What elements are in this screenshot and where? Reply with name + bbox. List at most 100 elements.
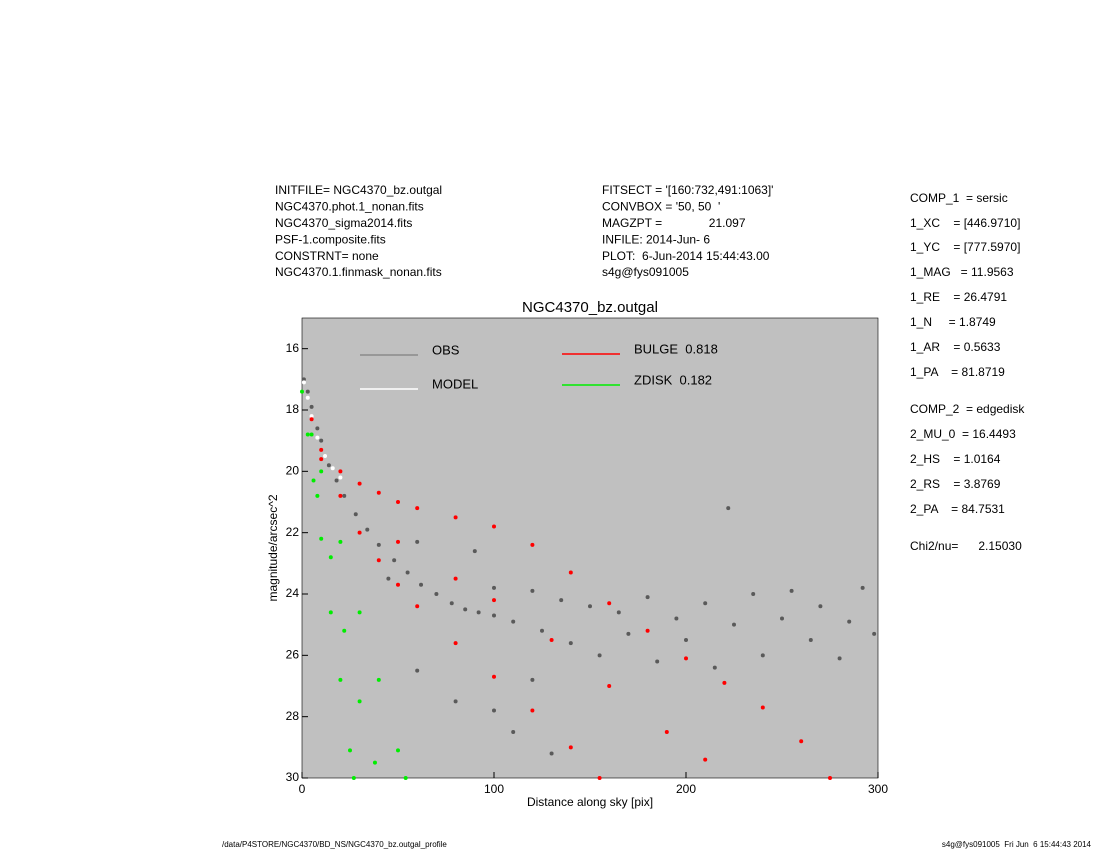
data-point — [338, 677, 343, 682]
x-tick-label: 100 — [484, 782, 504, 796]
header-left-line: INITFILE= NGC4370_bz.outgal — [275, 183, 442, 197]
data-point — [860, 585, 865, 590]
y-tick-label: 24 — [286, 586, 300, 600]
fit-parameter: 1_N = 1.8749 — [910, 315, 996, 329]
data-point — [415, 668, 420, 673]
y-tick-label: 28 — [286, 709, 300, 723]
footer-stamp: s4g@fys091005 Fri Jun 6 15:44:43 2014 — [942, 840, 1092, 849]
x-tick-label: 0 — [299, 782, 306, 796]
data-point — [396, 500, 400, 504]
header-middle-line: CONVBOX = '50, 50 ' — [602, 200, 720, 214]
data-point — [357, 530, 362, 535]
data-point — [837, 656, 842, 661]
data-point — [334, 478, 339, 483]
header-left-line: NGC4370.1.finmask_nonan.fits — [275, 265, 442, 279]
legend-label: ZDISK 0.182 — [634, 372, 712, 387]
data-point — [376, 558, 381, 563]
data-point — [372, 760, 377, 765]
data-point — [323, 454, 328, 458]
legend-label: BULGE 0.818 — [634, 341, 718, 356]
data-point — [415, 506, 420, 511]
data-point — [726, 506, 731, 511]
data-point — [597, 776, 602, 780]
legend-label: OBS — [432, 342, 460, 357]
header-middle-line: s4g@fys091005 — [602, 265, 689, 279]
data-point — [434, 592, 439, 596]
x-axis-label: Distance along sky [pix] — [527, 795, 653, 809]
data-point — [309, 414, 314, 419]
data-point — [664, 730, 669, 734]
data-point — [415, 604, 420, 609]
data-point — [511, 730, 516, 734]
fit-parameter: Chi2/nu= 2.15030 — [910, 539, 1022, 553]
data-point — [530, 708, 535, 713]
data-point — [872, 631, 877, 636]
data-point — [847, 619, 852, 624]
data-point — [453, 576, 458, 581]
header-middle-line: PLOT: 6-Jun-2014 15:44:43.00 — [602, 249, 770, 263]
data-point — [315, 426, 320, 431]
data-point — [712, 665, 717, 670]
data-point — [301, 380, 306, 385]
data-point — [472, 549, 477, 554]
data-point — [559, 598, 564, 603]
data-point — [348, 748, 352, 753]
data-point — [645, 628, 650, 633]
data-point — [607, 684, 612, 688]
data-point — [357, 610, 362, 615]
y-tick-label: 26 — [286, 648, 300, 662]
data-point — [338, 469, 343, 474]
data-point — [319, 536, 324, 541]
data-point — [365, 527, 370, 532]
data-point — [722, 680, 727, 685]
y-tick-label: 20 — [286, 464, 300, 478]
data-point — [453, 699, 458, 704]
data-point — [492, 585, 496, 590]
data-point — [492, 613, 496, 618]
data-point — [540, 628, 544, 633]
data-point — [626, 631, 631, 636]
header-left-line: CONSTRNT= none — [275, 249, 379, 263]
data-point — [492, 598, 496, 603]
data-point — [376, 677, 381, 682]
data-point — [338, 475, 343, 480]
data-point — [405, 570, 410, 575]
data-point — [449, 601, 454, 606]
data-point — [568, 570, 573, 575]
data-point — [760, 653, 765, 658]
data-point — [607, 601, 612, 606]
footer-path: /data/P4STORE/NGC4370/BD_NS/NGC4370_bz.o… — [222, 840, 447, 849]
data-point — [305, 432, 310, 437]
data-point — [330, 466, 335, 471]
data-point — [655, 659, 660, 664]
data-point — [342, 628, 347, 633]
data-point — [511, 619, 516, 624]
data-point — [376, 542, 381, 547]
x-tick-label: 300 — [868, 782, 888, 796]
data-point — [703, 601, 708, 606]
data-point — [309, 432, 314, 437]
data-point — [732, 622, 736, 627]
data-point — [305, 389, 310, 394]
data-point — [357, 699, 362, 704]
header-middle-line: MAGZPT = 21.097 — [602, 216, 746, 230]
data-point — [319, 457, 324, 462]
fit-parameter: 2_PA = 84.7531 — [910, 502, 1005, 516]
fit-parameter: COMP_2 = edgedisk — [910, 402, 1025, 416]
data-point — [319, 469, 324, 474]
chart-title: NGC4370_bz.outgal — [522, 299, 658, 316]
data-point — [328, 610, 333, 615]
data-point — [319, 447, 324, 452]
fit-parameter: COMP_1 = sersic — [910, 191, 1008, 205]
data-point — [789, 588, 794, 593]
data-point — [492, 708, 496, 713]
y-tick-label: 30 — [286, 770, 300, 784]
data-point — [328, 555, 333, 560]
fit-parameter: 2_HS = 1.0164 — [910, 452, 1001, 466]
data-point — [311, 478, 316, 483]
header-middle-line: FITSECT = '[160:732,491:1063]' — [602, 183, 773, 197]
data-point — [453, 515, 458, 520]
header-middle-line: INFILE: 2014-Jun- 6 — [602, 232, 710, 246]
data-point — [396, 748, 400, 753]
